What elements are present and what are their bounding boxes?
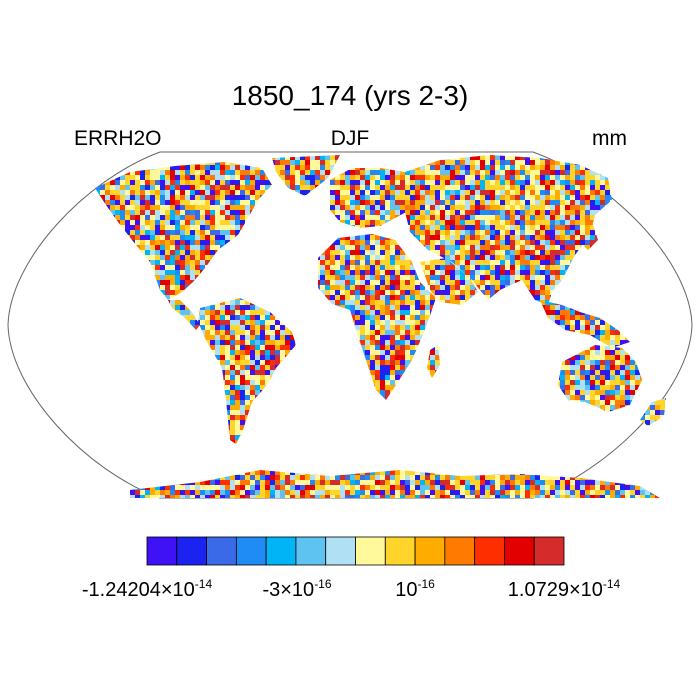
colorbar-swatch — [295, 536, 327, 566]
map-title: 1850_174 (yrs 2-3) — [231, 80, 469, 111]
colorbar-swatch — [206, 536, 237, 566]
colorbar-tick-label: -1.24204×10-14 — [81, 577, 213, 601]
units-label: mm — [592, 127, 627, 150]
colorbar-tick-label: 1.0729×10-14 — [507, 577, 621, 601]
colorbar-swatch — [533, 536, 565, 566]
season-label: DJF — [330, 127, 370, 150]
colorbar-swatch — [325, 536, 356, 566]
colorbar-swatch — [384, 536, 416, 566]
colorbar-tick-label: -3×10-16 — [262, 577, 332, 601]
colorbar-swatch — [176, 536, 207, 566]
colorbar-swatch — [474, 536, 505, 566]
colorbar-swatch — [235, 536, 267, 566]
colorbar-swatch — [444, 536, 476, 566]
colorbar-tick-label: 10-16 — [395, 577, 435, 601]
colorbar-swatch — [146, 536, 178, 566]
colorbar-swatch — [504, 536, 535, 566]
colorbar-swatch — [414, 536, 446, 566]
colorbar-swatch — [355, 536, 386, 566]
variable-label: ERRH2O — [74, 127, 162, 150]
colorbar-swatch — [265, 536, 297, 566]
